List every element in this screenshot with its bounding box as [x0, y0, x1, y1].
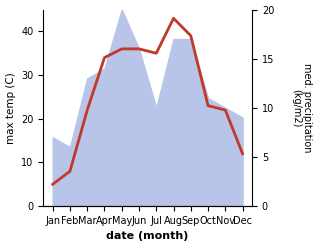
X-axis label: date (month): date (month) [107, 231, 189, 242]
Y-axis label: max temp (C): max temp (C) [5, 72, 16, 144]
Y-axis label: med. precipitation
(kg/m2): med. precipitation (kg/m2) [291, 63, 313, 153]
